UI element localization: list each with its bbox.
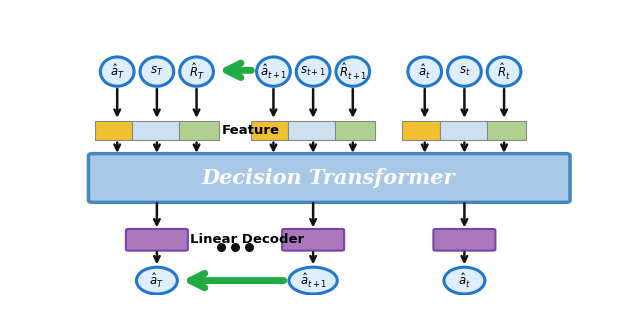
Text: $\hat{R}_t$: $\hat{R}_t$ [497, 62, 511, 82]
FancyBboxPatch shape [88, 154, 570, 202]
Bar [487, 120, 526, 140]
Ellipse shape [487, 57, 521, 86]
Text: $\hat{a}_{t+1}$: $\hat{a}_{t+1}$ [260, 63, 287, 81]
Bar [403, 120, 440, 140]
Ellipse shape [100, 57, 134, 86]
Text: $s_T$: $s_T$ [150, 65, 164, 78]
FancyBboxPatch shape [126, 229, 188, 251]
Ellipse shape [444, 267, 485, 294]
Bar [440, 120, 486, 140]
Text: $\hat{R}_T$: $\hat{R}_T$ [189, 62, 205, 82]
Text: Linear Decoder: Linear Decoder [190, 233, 305, 246]
Ellipse shape [289, 267, 337, 294]
Text: $\hat{a}_T$: $\hat{a}_T$ [149, 271, 164, 290]
Text: $\hat{a}_t$: $\hat{a}_t$ [419, 63, 431, 81]
Ellipse shape [336, 57, 370, 86]
Bar [288, 120, 335, 140]
Text: $\hat{a}_t$: $\hat{a}_t$ [458, 271, 471, 290]
Bar [132, 120, 179, 140]
Text: $\hat{a}_{t+1}$: $\hat{a}_{t+1}$ [300, 271, 326, 290]
Ellipse shape [296, 57, 330, 86]
Bar [251, 120, 288, 140]
Ellipse shape [257, 57, 291, 86]
Text: $s_{t+1}$: $s_{t+1}$ [300, 65, 326, 78]
Ellipse shape [140, 57, 173, 86]
Ellipse shape [180, 57, 213, 86]
Ellipse shape [447, 57, 481, 86]
FancyBboxPatch shape [433, 229, 495, 251]
Ellipse shape [136, 267, 177, 294]
Text: $s_t$: $s_t$ [459, 65, 470, 78]
Ellipse shape [408, 57, 442, 86]
FancyBboxPatch shape [282, 229, 344, 251]
Text: $\hat{a}_T$: $\hat{a}_T$ [109, 63, 125, 81]
Bar [95, 120, 132, 140]
Bar [179, 120, 219, 140]
Text: Feature: Feature [221, 124, 280, 137]
Text: Decision Transformer: Decision Transformer [201, 168, 455, 188]
Text: $\hat{R}_{t+1}$: $\hat{R}_{t+1}$ [339, 62, 367, 82]
Bar [335, 120, 375, 140]
